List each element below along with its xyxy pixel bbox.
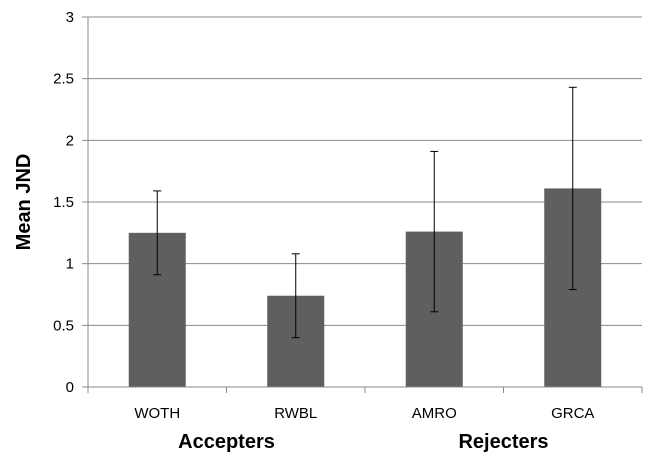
y-axis-title: Mean JND	[13, 154, 35, 251]
y-tick-label: 0.5	[53, 317, 74, 334]
group-labels: Accepters Rejecters	[178, 431, 548, 453]
category-labels: WOTH RWBL AMRO GRCA	[134, 405, 594, 422]
category-label-amro: AMRO	[412, 405, 457, 422]
y-tick-label: 2.5	[53, 71, 74, 88]
group-label: Accepters	[178, 431, 275, 453]
y-axis-ticks: 0 0.5 1 1.5 2 2.5 3	[53, 9, 88, 396]
error-bars	[153, 86, 577, 339]
y-tick-label: 3	[66, 9, 74, 26]
y-tick-label: 0	[66, 379, 74, 396]
group-label: Rejecters	[458, 431, 548, 453]
category-label-woth: WOTH	[134, 405, 180, 422]
y-tick-label: 1.5	[53, 194, 74, 211]
x-axis	[87, 17, 643, 393]
category-label-grca: GRCA	[551, 405, 594, 422]
category-label-rwbl: RWBL	[274, 405, 317, 422]
y-tick-label: 2	[66, 132, 74, 149]
bars	[128, 188, 602, 387]
y-tick-label: 1	[66, 256, 74, 273]
